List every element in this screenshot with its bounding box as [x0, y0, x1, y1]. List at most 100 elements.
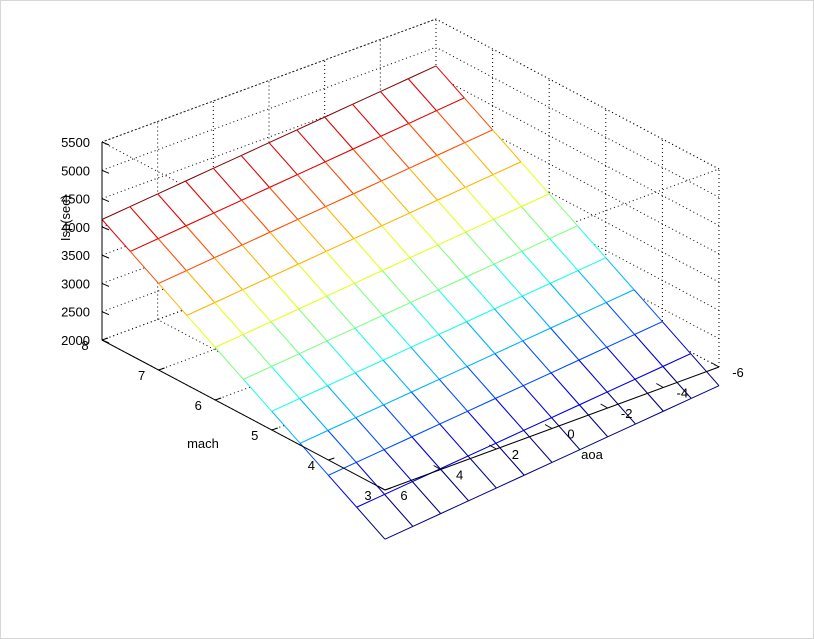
- mesh-edge-aoa: [690, 385, 720, 399]
- mesh-face: [439, 411, 496, 457]
- mesh-edge-mach: [494, 353, 524, 387]
- mesh-edge-aoa: [467, 442, 497, 457]
- mesh-edge-mach: [464, 142, 494, 175]
- mesh-edge-aoa: [214, 244, 243, 259]
- mesh-edge-aoa: [465, 174, 494, 188]
- mesh-edge-aoa: [356, 449, 385, 463]
- aoa-tick-label: -6: [732, 365, 744, 380]
- mach-tick: [215, 397, 222, 401]
- mesh-edge-mach: [158, 283, 188, 316]
- mesh-edge-mach: [407, 78, 437, 112]
- mesh-face: [384, 436, 441, 482]
- aoa-tick: [377, 485, 386, 491]
- mesh-edge-mach: [435, 65, 465, 99]
- mesh-edge-mach: [325, 206, 355, 239]
- mesh-edge-aoa: [271, 353, 300, 368]
- isp-tick-label: 5000: [61, 163, 90, 178]
- mesh-face: [269, 219, 327, 265]
- mesh-edge-aoa: [408, 155, 438, 169]
- mesh-edge-aoa: [186, 302, 215, 316]
- mesh-edge-mach: [550, 327, 580, 361]
- mesh-edge-mach: [327, 385, 357, 419]
- mesh-edge-mach: [605, 257, 635, 291]
- mesh-face: [130, 238, 187, 284]
- mesh-edge-aoa: [438, 321, 467, 336]
- mesh-face: [382, 302, 439, 348]
- mesh-face: [186, 257, 243, 303]
- mesh-edge-aoa: [577, 257, 607, 272]
- mesh-edge-aoa: [298, 295, 327, 310]
- mesh-edge-mach: [549, 283, 579, 316]
- mesh-edge-mach: [465, 231, 495, 265]
- mesh-edge-aoa: [327, 417, 356, 431]
- mesh-edge-mach: [437, 199, 467, 233]
- mesh-face: [241, 187, 298, 233]
- mesh-edge-mach: [634, 334, 664, 367]
- mesh-face: [384, 481, 441, 527]
- mesh-edge-mach: [493, 219, 523, 252]
- mesh-edge-mach: [551, 417, 581, 450]
- mesh-edge-mach: [270, 366, 301, 399]
- mesh-face: [606, 289, 663, 335]
- mesh-edge-aoa: [297, 206, 326, 220]
- gridline-isp-sidewall: [435, 131, 720, 283]
- mach-tick: [158, 367, 165, 371]
- mesh-edge-aoa: [634, 321, 663, 335]
- mesh-edge-mach: [328, 474, 358, 508]
- mesh-edge-mach: [271, 411, 301, 444]
- mesh-edge-aoa: [242, 321, 272, 336]
- mesh-face: [635, 366, 692, 412]
- mesh-face: [353, 136, 410, 182]
- mesh-face: [300, 430, 357, 476]
- surface-mesh: [101, 65, 720, 540]
- mesh-edge-mach: [409, 212, 439, 246]
- mesh-face: [439, 366, 496, 412]
- mesh-edge-aoa: [466, 353, 496, 367]
- mesh-edge-mach: [466, 366, 496, 399]
- mesh-edge-aoa: [578, 302, 607, 316]
- mesh-edge-aoa: [606, 378, 636, 393]
- mesh-edge-mach: [437, 289, 468, 323]
- mesh-face: [298, 251, 355, 297]
- mesh-edge-aoa: [440, 500, 469, 515]
- isp-tick: [101, 226, 110, 231]
- mesh-edge-aoa: [468, 487, 497, 502]
- mesh-face: [356, 494, 413, 540]
- mesh-edge-mach: [297, 263, 327, 297]
- mesh-edge-mach: [410, 302, 440, 335]
- mesh-face: [607, 379, 664, 425]
- mesh-edge-mach: [101, 219, 131, 252]
- mesh-edge-mach: [353, 238, 383, 271]
- mesh-edge-mach: [270, 321, 300, 355]
- mesh-face: [356, 449, 413, 495]
- mesh-edge-aoa: [185, 212, 215, 227]
- mesh-face: [296, 117, 353, 162]
- mesh-face: [408, 66, 465, 111]
- mesh-edge-aoa: [243, 366, 272, 380]
- mesh-face: [186, 213, 243, 258]
- mesh-edge-mach: [355, 417, 385, 451]
- mesh-edge-mach: [467, 410, 497, 444]
- mesh-edge-aoa: [352, 135, 382, 150]
- mach-tick: [271, 427, 278, 431]
- mesh-edge-aoa: [297, 161, 326, 176]
- mach-tick-label: 3: [364, 488, 371, 503]
- mesh-face: [297, 161, 354, 207]
- mesh-edge-aoa: [412, 513, 441, 527]
- mesh-face: [158, 270, 215, 316]
- mesh-edge-aoa: [465, 263, 495, 278]
- mesh-edge-mach: [242, 289, 272, 323]
- mesh-edge-aoa: [467, 398, 496, 412]
- mesh-face: [243, 321, 300, 367]
- mesh-face: [465, 219, 522, 265]
- mesh-edge-mach: [522, 340, 552, 374]
- mesh-edge-aoa: [269, 219, 298, 233]
- mesh-edge-mach: [269, 231, 299, 265]
- mesh-edge-mach: [213, 257, 243, 291]
- mesh-edge-aoa: [465, 218, 494, 233]
- mesh-face: [579, 392, 636, 437]
- mesh-edge-aoa: [157, 180, 186, 195]
- mesh-edge-aoa: [242, 276, 271, 291]
- mesh-edge-mach: [408, 123, 438, 156]
- mesh-face: [522, 328, 579, 373]
